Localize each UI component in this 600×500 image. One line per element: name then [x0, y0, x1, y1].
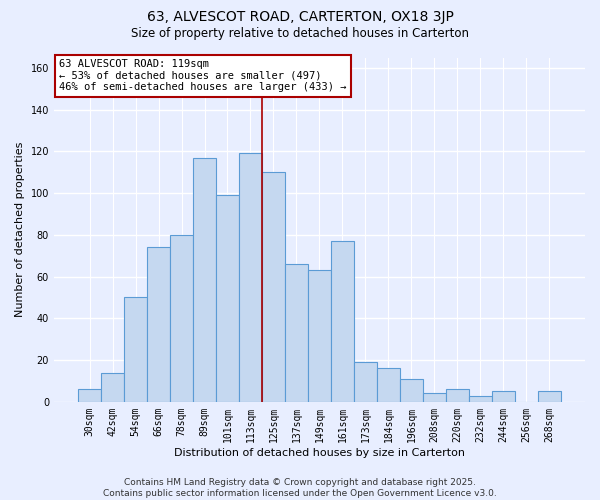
Bar [400, 379, 423, 402]
Bar [170, 235, 193, 402]
Bar [124, 298, 147, 402]
Bar [492, 392, 515, 402]
Bar [423, 394, 446, 402]
Text: 63, ALVESCOT ROAD, CARTERTON, OX18 3JP: 63, ALVESCOT ROAD, CARTERTON, OX18 3JP [146, 10, 454, 24]
Bar [239, 154, 262, 402]
Text: Contains HM Land Registry data © Crown copyright and database right 2025.
Contai: Contains HM Land Registry data © Crown c… [103, 478, 497, 498]
Text: Size of property relative to detached houses in Carterton: Size of property relative to detached ho… [131, 28, 469, 40]
Bar [538, 392, 561, 402]
Bar [308, 270, 331, 402]
Bar [147, 248, 170, 402]
Y-axis label: Number of detached properties: Number of detached properties [15, 142, 25, 318]
Text: 63 ALVESCOT ROAD: 119sqm
← 53% of detached houses are smaller (497)
46% of semi-: 63 ALVESCOT ROAD: 119sqm ← 53% of detach… [59, 59, 347, 92]
X-axis label: Distribution of detached houses by size in Carterton: Distribution of detached houses by size … [174, 448, 465, 458]
Bar [262, 172, 285, 402]
Bar [193, 158, 216, 402]
Bar [78, 390, 101, 402]
Bar [469, 396, 492, 402]
Bar [216, 195, 239, 402]
Bar [377, 368, 400, 402]
Bar [331, 241, 354, 402]
Bar [285, 264, 308, 402]
Bar [446, 390, 469, 402]
Bar [101, 372, 124, 402]
Bar [354, 362, 377, 402]
